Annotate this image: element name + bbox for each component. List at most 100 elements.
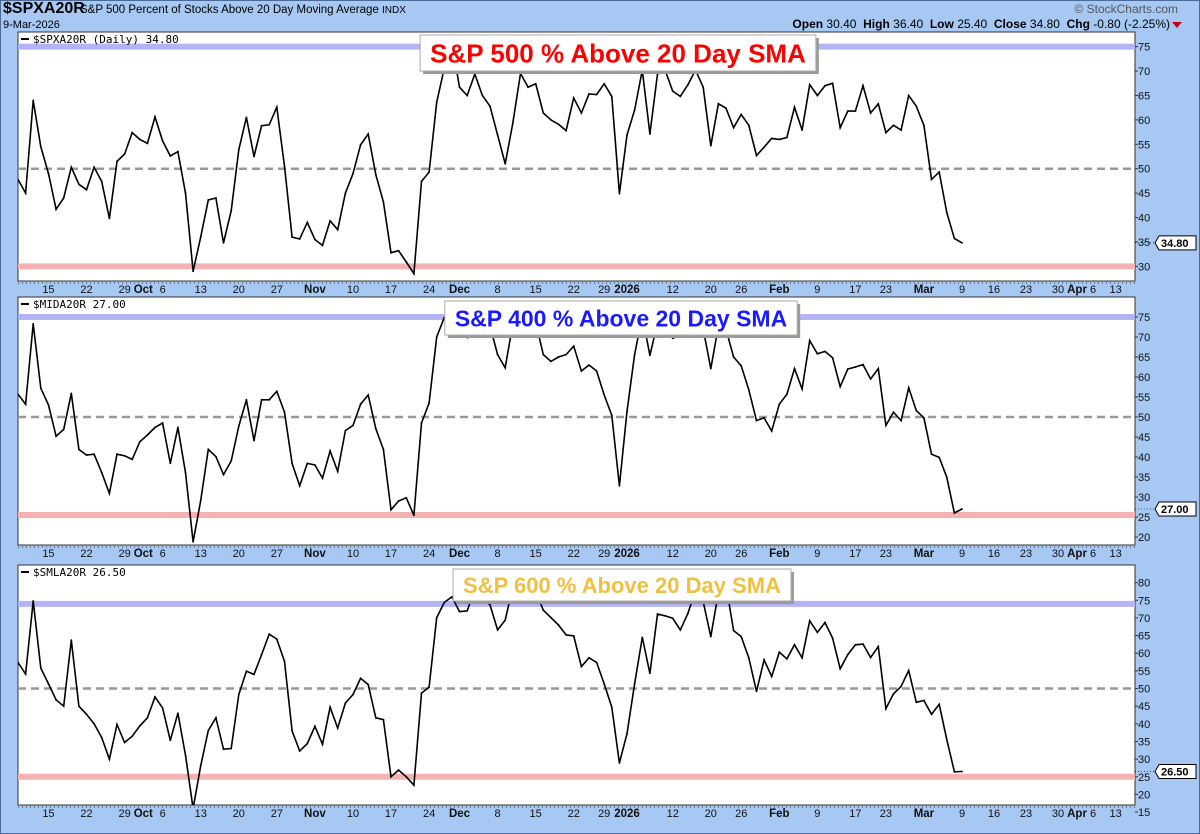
x-tick-label: 23: [1020, 808, 1032, 820]
x-tick-label: 2026: [614, 808, 640, 820]
data-point: [85, 713, 88, 716]
data-point: [18, 661, 19, 664]
data-point: [390, 775, 392, 778]
x-tick-label: 22: [568, 548, 580, 560]
x-tick-label: 9: [814, 548, 820, 560]
data-point: [747, 656, 750, 659]
data-point: [930, 713, 933, 716]
last-value-tag: [1154, 235, 1197, 251]
data-point: [542, 609, 545, 612]
y-tick-label: 60: [1138, 372, 1150, 384]
x-tick-label: Feb: [769, 808, 789, 820]
data-point: [397, 769, 400, 771]
data-point: [367, 394, 370, 396]
x-tick-label: Mar: [914, 284, 935, 296]
x-tick-label: 16: [988, 548, 1000, 560]
data-point: [268, 633, 271, 636]
data-point: [428, 402, 430, 404]
y-tick-label: 30: [1138, 492, 1150, 504]
y-tick-label: 75: [1138, 42, 1150, 54]
data-point: [390, 251, 392, 254]
data-point: [763, 659, 765, 661]
data-point: [603, 394, 606, 396]
data-point: [489, 105, 491, 108]
data-point: [306, 462, 309, 465]
data-point: [702, 86, 705, 89]
data-point: [329, 220, 332, 222]
data-point: [740, 113, 743, 116]
x-tick-label: 24: [423, 808, 435, 820]
data-point: [329, 450, 332, 452]
data-point: [496, 629, 499, 631]
x-tick-label: 9: [814, 284, 820, 296]
x-tick-label: Mar: [914, 548, 935, 560]
data-point: [336, 228, 339, 231]
data-point: [755, 154, 758, 157]
data-point: [215, 455, 217, 458]
low-value: 25.40: [957, 17, 988, 31]
data-point: [352, 172, 354, 175]
x-tick-label: 23: [880, 808, 892, 820]
data-point: [245, 670, 248, 673]
data-point: [534, 82, 537, 85]
data-point: [108, 217, 111, 220]
data-point: [146, 142, 149, 145]
data-point: [161, 139, 164, 142]
x-tick-label: 29: [118, 284, 130, 296]
data-point: [336, 470, 339, 473]
x-tick-label: Nov: [304, 808, 326, 820]
close-label: Close: [993, 17, 1027, 31]
data-point: [321, 743, 324, 746]
data-point: [740, 635, 743, 638]
data-point: [595, 370, 598, 372]
data-point: [923, 699, 925, 702]
data-point: [100, 736, 103, 739]
data-point: [915, 409, 918, 412]
title-box: [444, 300, 798, 336]
x-tick-label: 17: [385, 808, 397, 820]
x-tick-label: Feb: [769, 548, 789, 560]
data-point: [747, 388, 750, 391]
data-point: [55, 698, 57, 701]
last-value-label: 27.00: [1161, 504, 1189, 516]
data-point: [801, 388, 804, 390]
data-point: [359, 403, 362, 406]
data-point: [435, 101, 438, 104]
data-point: [550, 616, 552, 619]
x-tick-label: 23: [1020, 284, 1032, 296]
x-tick-label: 13: [195, 284, 207, 296]
data-point: [793, 367, 796, 370]
title-box: [452, 568, 792, 602]
data-point: [542, 112, 545, 114]
x-tick-label: 6: [160, 284, 166, 296]
data-point: [192, 540, 194, 543]
data-point: [626, 410, 628, 413]
data-point: [831, 356, 834, 359]
data-point: [131, 735, 134, 738]
symbol-title: $SPXA20R: [3, 0, 85, 17]
data-point: [154, 116, 156, 118]
data-point: [108, 492, 111, 495]
data-point: [24, 403, 27, 406]
data-point: [199, 499, 202, 502]
x-tick-label: Oct: [134, 548, 153, 560]
data-point: [504, 366, 507, 369]
y-tick-label: 45: [1138, 701, 1150, 713]
data-point: [854, 643, 857, 646]
data-point: [481, 94, 484, 97]
data-point: [435, 616, 438, 619]
chart-date: 9-Mar-2026: [3, 19, 60, 31]
stockcharts-watermark: © StockCharts.com: [1074, 2, 1178, 16]
description-text: S&P 500 Percent of Stocks Above 20 Day M…: [80, 4, 379, 16]
data-point: [846, 110, 849, 112]
close-value: 34.80: [1029, 17, 1060, 31]
last-value-label: 34.80: [1161, 238, 1189, 250]
x-tick-label: 30: [1052, 284, 1064, 296]
data-point: [618, 762, 621, 764]
data-point: [176, 426, 179, 429]
data-point: [557, 356, 560, 358]
data-point: [70, 392, 73, 395]
x-tick-label: 15: [530, 284, 542, 296]
y-tick-label: 45: [1138, 188, 1150, 200]
